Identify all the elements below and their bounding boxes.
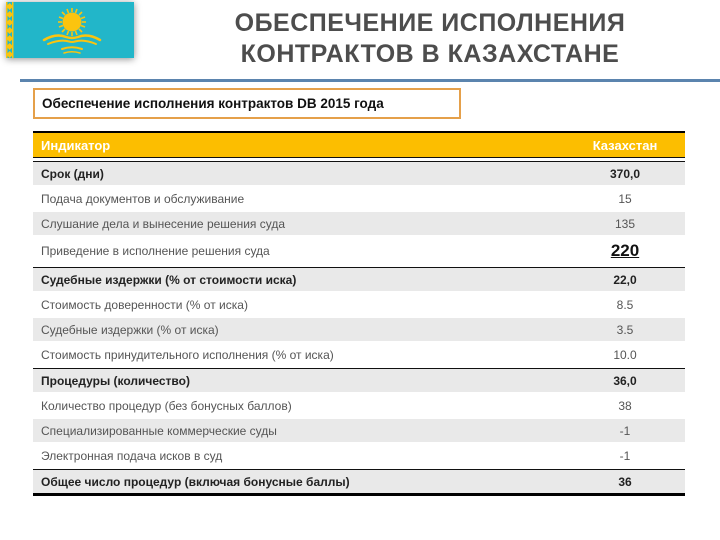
table-row: Стоимость принудительного исполнения (% … bbox=[33, 343, 685, 366]
row-label: Приведение в исполнение решения суда bbox=[41, 244, 270, 258]
slide-title-line2: КОНТРАКТОВ В КАЗАХСТАНЕ bbox=[240, 40, 620, 68]
row-label: Судебные издержки (% от иска) bbox=[41, 322, 219, 337]
kazakhstan-flag bbox=[6, 2, 134, 58]
row-value: -1 bbox=[619, 423, 631, 438]
table-row: Срок (дни) 370,0 bbox=[33, 161, 685, 185]
row-label: Количество процедур (без бонусных баллов… bbox=[41, 398, 292, 413]
table-bottom-border bbox=[33, 493, 685, 496]
table-row: Судебные издержки (% от иска) 3.5 bbox=[33, 318, 685, 341]
slide-title-line1: ОБЕСПЕЧЕНИЕ ИСПОЛНЕНИЯ bbox=[234, 9, 626, 37]
row-label: Слушание дела и вынесение решения суда bbox=[41, 216, 286, 231]
row-label: Стоимость принудительного исполнения (% … bbox=[41, 347, 334, 362]
row-value: 8.5 bbox=[616, 297, 634, 312]
row-label: Процедуры (количество) bbox=[41, 373, 190, 388]
table-row: Количество процедур (без бонусных баллов… bbox=[33, 394, 685, 417]
flag-eagle-icon bbox=[42, 34, 102, 54]
table-top-border bbox=[33, 131, 685, 133]
row-label: Судебные издержки (% от стоимости иска) bbox=[41, 272, 297, 287]
column-header-country: Казахстан bbox=[592, 137, 658, 153]
row-value: 10.0 bbox=[613, 347, 637, 362]
subtitle-text: Обеспечение исполнения контрактов DB 201… bbox=[42, 96, 384, 111]
row-value: 3.5 bbox=[616, 322, 634, 337]
table-row: Подача документов и обслуживание 15 bbox=[33, 187, 685, 210]
table-row: Специализированные коммерческие суды -1 bbox=[33, 419, 685, 442]
table-header-row: Индикатор Казахстан bbox=[33, 133, 685, 158]
table-row: Электронная подача исков в суд -1 bbox=[33, 444, 685, 467]
subtitle-box: Обеспечение исполнения контрактов DB 201… bbox=[33, 88, 461, 119]
row-label: Электронная подача исков в суд bbox=[41, 448, 223, 463]
row-value: 36 bbox=[618, 474, 632, 489]
title-divider-line bbox=[20, 79, 720, 82]
row-label: Срок (дни) bbox=[41, 166, 104, 181]
table-row: Слушание дела и вынесение решения суда 1… bbox=[33, 212, 685, 235]
table-body: Срок (дни) 370,0 Подача документов и обс… bbox=[33, 161, 685, 493]
row-label: Подача документов и обслуживание bbox=[41, 191, 245, 206]
row-value-highlighted: 220 bbox=[610, 241, 640, 260]
table-row: Процедуры (количество) 36,0 bbox=[33, 368, 685, 392]
table-row: Стоимость доверенности (% от иска) 8.5 bbox=[33, 293, 685, 316]
row-label: Специализированные коммерческие суды bbox=[41, 423, 277, 438]
row-value: 370,0 bbox=[609, 166, 641, 181]
row-value: 15 bbox=[618, 191, 632, 206]
row-value: 22,0 bbox=[613, 272, 637, 287]
row-value: -1 bbox=[619, 448, 631, 463]
table-row: Судебные издержки (% от стоимости иска) … bbox=[33, 267, 685, 291]
row-value: 36,0 bbox=[613, 373, 637, 388]
column-header-indicator: Индикатор bbox=[41, 137, 111, 153]
row-label: Стоимость доверенности (% от иска) bbox=[41, 297, 248, 312]
indicators-table: Индикатор Казахстан Срок (дни) 370,0 Под… bbox=[33, 131, 685, 496]
flag-sun-icon bbox=[58, 8, 86, 36]
row-value: 135 bbox=[614, 216, 636, 231]
table-row: Приведение в исполнение решения суда 220 bbox=[33, 237, 685, 265]
row-value: 38 bbox=[618, 398, 632, 413]
slide-title: ОБЕСПЕЧЕНИЕ ИСПОЛНЕНИЯ КОНТРАКТОВ В КАЗА… bbox=[160, 8, 700, 70]
kazakhstan-flag-image bbox=[6, 2, 134, 58]
table-row: Общее число процедур (включая бонусные б… bbox=[33, 469, 685, 493]
row-label: Общее число процедур (включая бонусные б… bbox=[41, 474, 350, 489]
